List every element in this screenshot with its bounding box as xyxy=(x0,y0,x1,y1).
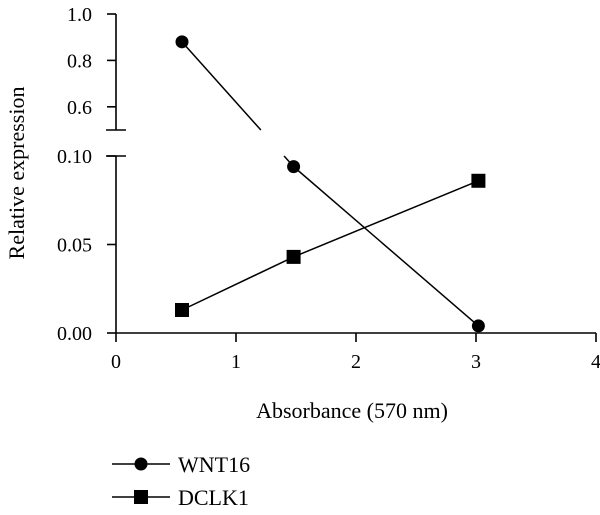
dclk1-point-1 xyxy=(286,249,301,264)
x-tick-label-2: 2 xyxy=(351,351,361,373)
wnt16-point-0 xyxy=(175,35,189,49)
legend: WNT16 DCLK1 xyxy=(112,452,250,510)
legend-marker-wnt16 xyxy=(134,457,148,471)
dclk1-line-segment-1 xyxy=(293,180,479,258)
y-ticks: 0.00 0.05 0.10 0.6 0.8 1.0 xyxy=(57,4,116,345)
x-tick-label-4: 4 xyxy=(591,351,600,373)
y-tick-label-lower-1: 0.05 xyxy=(57,235,92,257)
legend-label-dclk1: DCLK1 xyxy=(178,485,249,510)
x-tick-label-0: 0 xyxy=(111,351,121,373)
wnt16-line-segment-1 xyxy=(293,166,479,327)
dclk1-line-segment-0 xyxy=(181,256,294,311)
y-tick-label-upper-5: 1.0 xyxy=(67,4,92,26)
series-layer xyxy=(175,35,486,333)
y-tick-label-lower-2: 0.10 xyxy=(57,146,92,168)
x-tick-label-3: 3 xyxy=(471,351,481,373)
wnt16-point-2 xyxy=(471,319,485,333)
y-tick-label-upper-3: 0.6 xyxy=(67,97,92,119)
y-tick-label-upper-4: 0.8 xyxy=(67,50,92,72)
x-axis-label: Absorbance (570 nm) xyxy=(256,398,448,423)
legend-marker-dclk1 xyxy=(134,490,148,504)
dclk1-point-0 xyxy=(175,302,189,317)
wnt16-point-1 xyxy=(287,160,301,174)
y-axis xyxy=(106,14,126,333)
legend-entry-dclk1: DCLK1 xyxy=(112,485,249,510)
legend-label-wnt16: WNT16 xyxy=(178,452,250,477)
y-tick-label-lower-0: 0.00 xyxy=(57,323,92,345)
x-ticks: 0 1 2 3 4 xyxy=(111,333,600,373)
x-tick-label-1: 1 xyxy=(231,351,241,373)
wnt16-line-segment-0a xyxy=(181,41,262,131)
legend-entry-wnt16: WNT16 xyxy=(112,452,250,477)
y-axis-label: Relative expression xyxy=(4,87,29,260)
dclk1-point-2 xyxy=(471,173,486,188)
